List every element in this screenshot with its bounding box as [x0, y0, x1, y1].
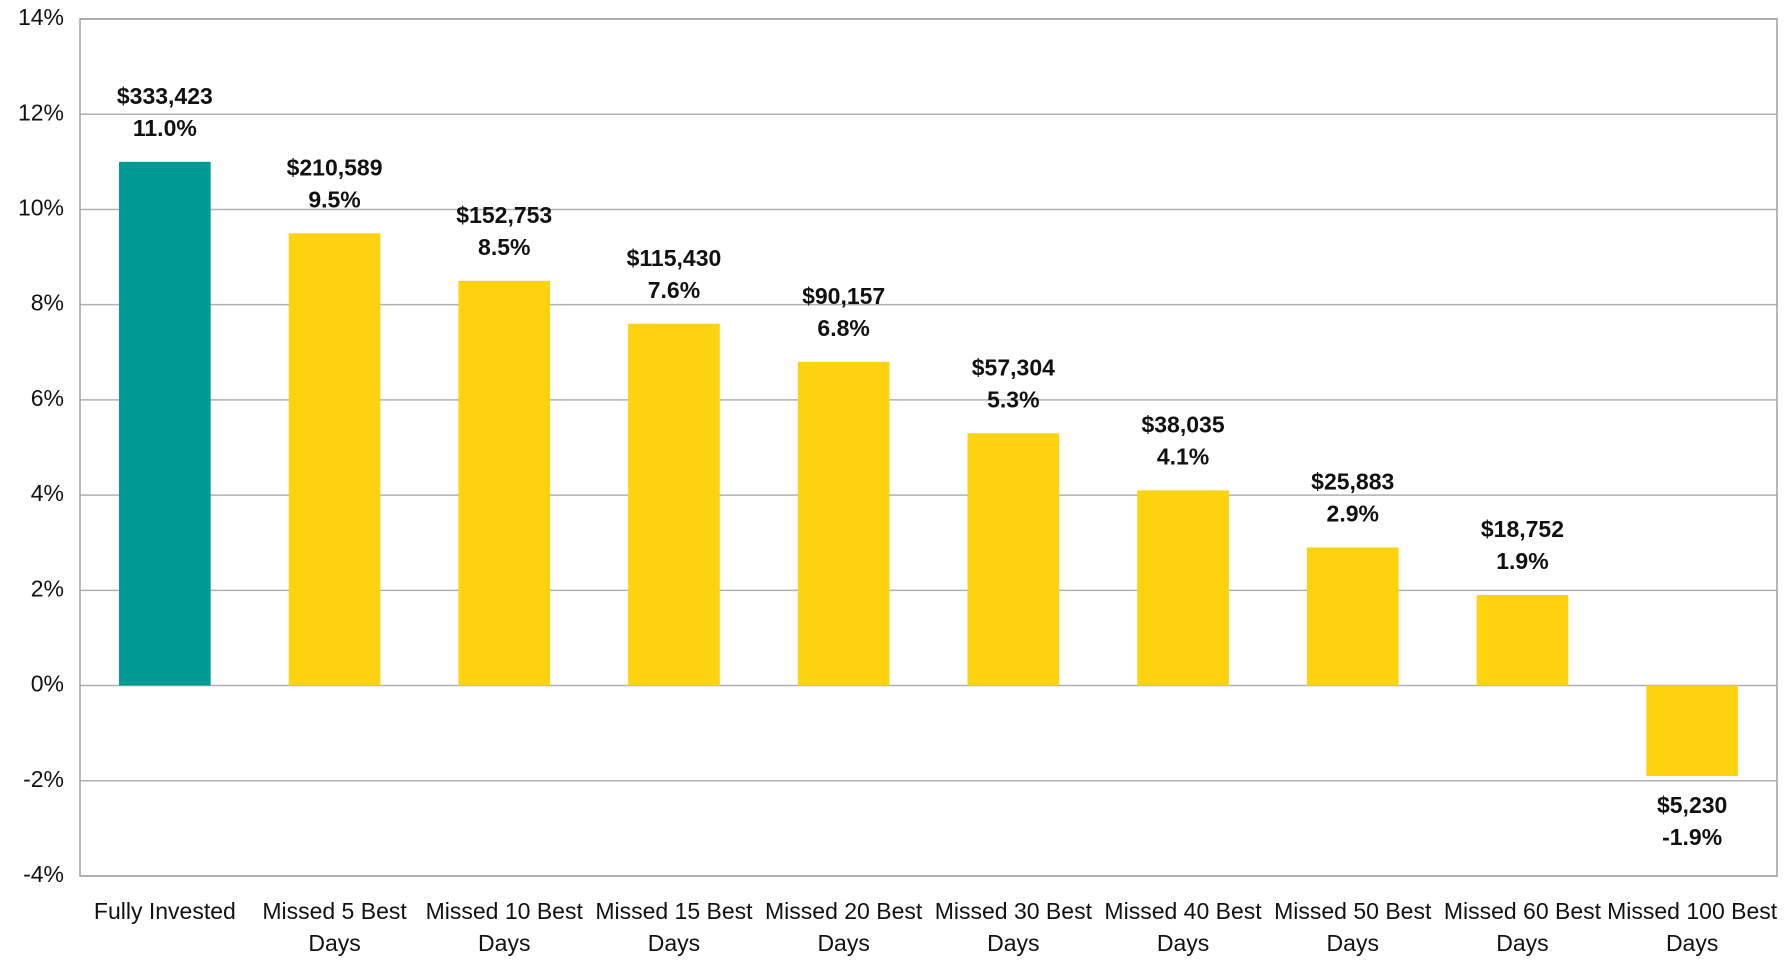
- x-tick-label: Missed 100 Best Days: [1607, 898, 1778, 956]
- ending-value-label: $25,883: [1311, 469, 1394, 495]
- ending-value-label: $5,230: [1657, 792, 1727, 818]
- x-tick-label: Missed 15 Best Days: [595, 898, 753, 956]
- bar: [458, 280, 551, 686]
- y-tick-label: 6%: [31, 385, 64, 411]
- value-label: 4.1%: [1157, 443, 1209, 469]
- plot-frame: [79, 18, 1778, 877]
- ending-value-label: $210,589: [287, 154, 383, 180]
- y-tick-label: 4%: [31, 480, 64, 506]
- ending-value-label: $333,423: [117, 83, 213, 109]
- x-tick-label: Missed 50 Best Days: [1274, 898, 1432, 956]
- bar: [119, 161, 211, 686]
- x-tick-label: Missed 10 Best Days: [426, 898, 584, 956]
- bar: [1476, 595, 1569, 686]
- x-tick-label: Missed 30 Best Days: [935, 898, 1093, 956]
- ending-value-label: $115,430: [627, 245, 722, 271]
- y-tick-label: -4%: [23, 861, 64, 887]
- y-tick-label: 14%: [18, 4, 64, 30]
- x-tick-label: Missed 5 Best Days: [262, 898, 407, 956]
- ending-value-label: $57,304: [972, 354, 1055, 380]
- bar: [1137, 490, 1229, 686]
- x-tick-label: Missed 20 Best Days: [765, 898, 923, 956]
- ending-value-label: $152,753: [456, 202, 552, 228]
- ending-value-label: $90,157: [802, 283, 885, 309]
- x-tick-label: Missed 60 Best Days: [1444, 898, 1602, 956]
- x-tick-label: Missed 40 Best Days: [1104, 898, 1262, 956]
- y-tick-label: 10%: [18, 195, 64, 221]
- value-label: 5.3%: [987, 386, 1039, 412]
- value-label: -1.9%: [1662, 824, 1722, 850]
- y-tick-label: 12%: [18, 99, 64, 125]
- y-tick-label: 2%: [31, 575, 64, 601]
- bar: [1306, 547, 1399, 686]
- value-label: 9.5%: [308, 186, 360, 212]
- bar: [797, 361, 890, 686]
- bar: [288, 233, 381, 686]
- bar: [628, 323, 720, 686]
- ending-value-label: $18,752: [1481, 516, 1564, 542]
- y-tick-label: 8%: [31, 290, 64, 316]
- value-label: 8.5%: [478, 234, 530, 260]
- value-label: 7.6%: [648, 277, 700, 303]
- bar: [1646, 685, 1738, 777]
- x-tick-label: Fully Invested: [94, 898, 236, 924]
- value-label: 6.8%: [817, 315, 869, 341]
- value-label: 11.0%: [133, 115, 197, 141]
- bar: [967, 433, 1060, 686]
- ending-value-label: $38,035: [1141, 411, 1224, 437]
- y-tick-label: 0%: [31, 671, 64, 697]
- value-label: 1.9%: [1496, 548, 1548, 574]
- y-tick-label: -2%: [23, 766, 64, 792]
- value-label: 2.9%: [1327, 501, 1379, 527]
